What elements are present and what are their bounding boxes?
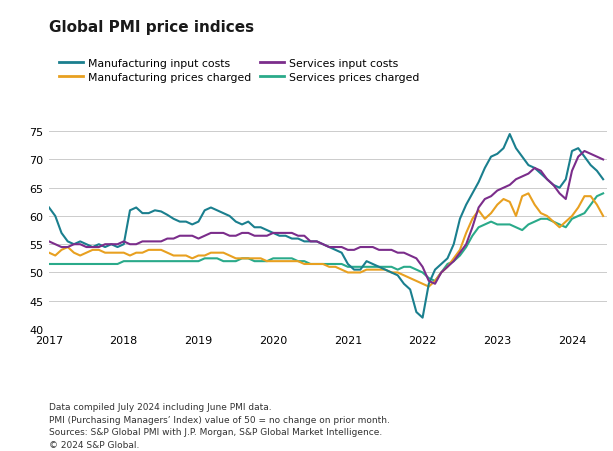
Text: Global PMI price indices: Global PMI price indices <box>49 20 254 35</box>
Text: Data compiled July 2024 including June PMI data.
PMI (Purchasing Managers’ Index: Data compiled July 2024 including June P… <box>49 402 390 449</box>
Legend: Manufacturing input costs, Manufacturing prices charged, Services input costs, S: Manufacturing input costs, Manufacturing… <box>55 55 424 87</box>
